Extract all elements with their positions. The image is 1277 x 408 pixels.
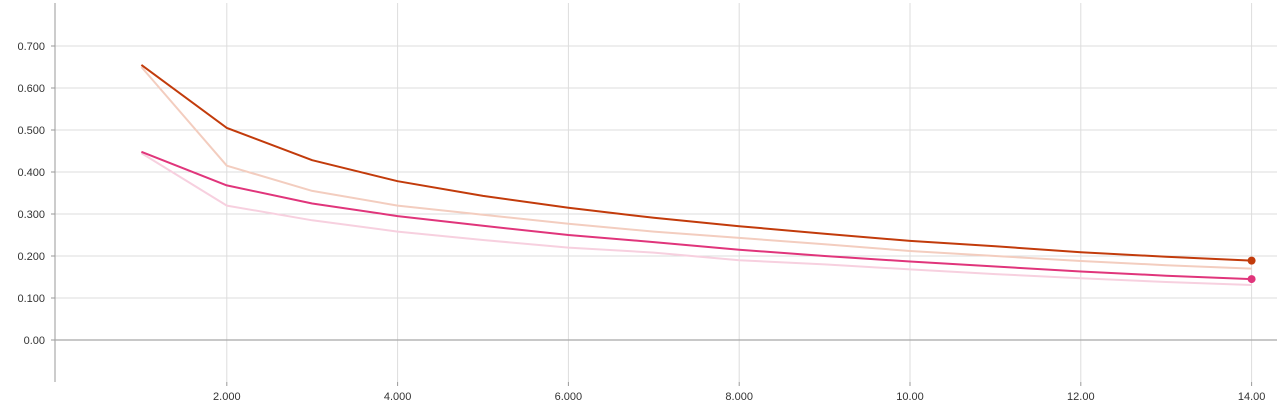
y-tick-label: 0.500	[17, 125, 45, 137]
y-tick-label: 0.600	[17, 83, 45, 95]
y-tick-label: 0.100	[17, 293, 45, 305]
series-2-smoothed-line	[141, 150, 1252, 281]
vertical-grid-lines	[226, 3, 1253, 386]
y-tick-label: 0.00	[24, 335, 45, 347]
series-2-end-point	[1247, 275, 1256, 284]
x-tick-label: 8.000	[725, 391, 753, 403]
y-tick-label: 0.700	[17, 41, 45, 53]
series-1-raw-line	[140, 66, 1252, 270]
horizontal-grid-lines	[51, 45, 1277, 341]
x-tick-label: 6.000	[555, 391, 583, 403]
x-tick-label: 10.00	[896, 391, 924, 403]
x-tick-label: 2.000	[213, 391, 241, 403]
y-tick-labels: 0.00 0.100 0.200 0.300 0.400 0.500 0.600 0.700	[17, 41, 45, 347]
x-tick-labels: 2.000 4.000 6.000 8.000 10.00 12.00 14.00	[213, 391, 1265, 403]
y-tick-label: 0.300	[17, 209, 45, 221]
x-tick-label: 14.00	[1238, 391, 1266, 403]
series-1-smoothed-line	[140, 64, 1252, 262]
y-tick-label: 0.400	[17, 167, 45, 179]
y-tick-label: 0.200	[17, 251, 45, 263]
series-1-end-point	[1247, 256, 1256, 265]
x-tick-label: 4.000	[384, 391, 412, 403]
series-layer	[140, 64, 1256, 286]
series-2-raw-line	[140, 152, 1252, 286]
x-tick-label: 12.00	[1067, 391, 1095, 403]
